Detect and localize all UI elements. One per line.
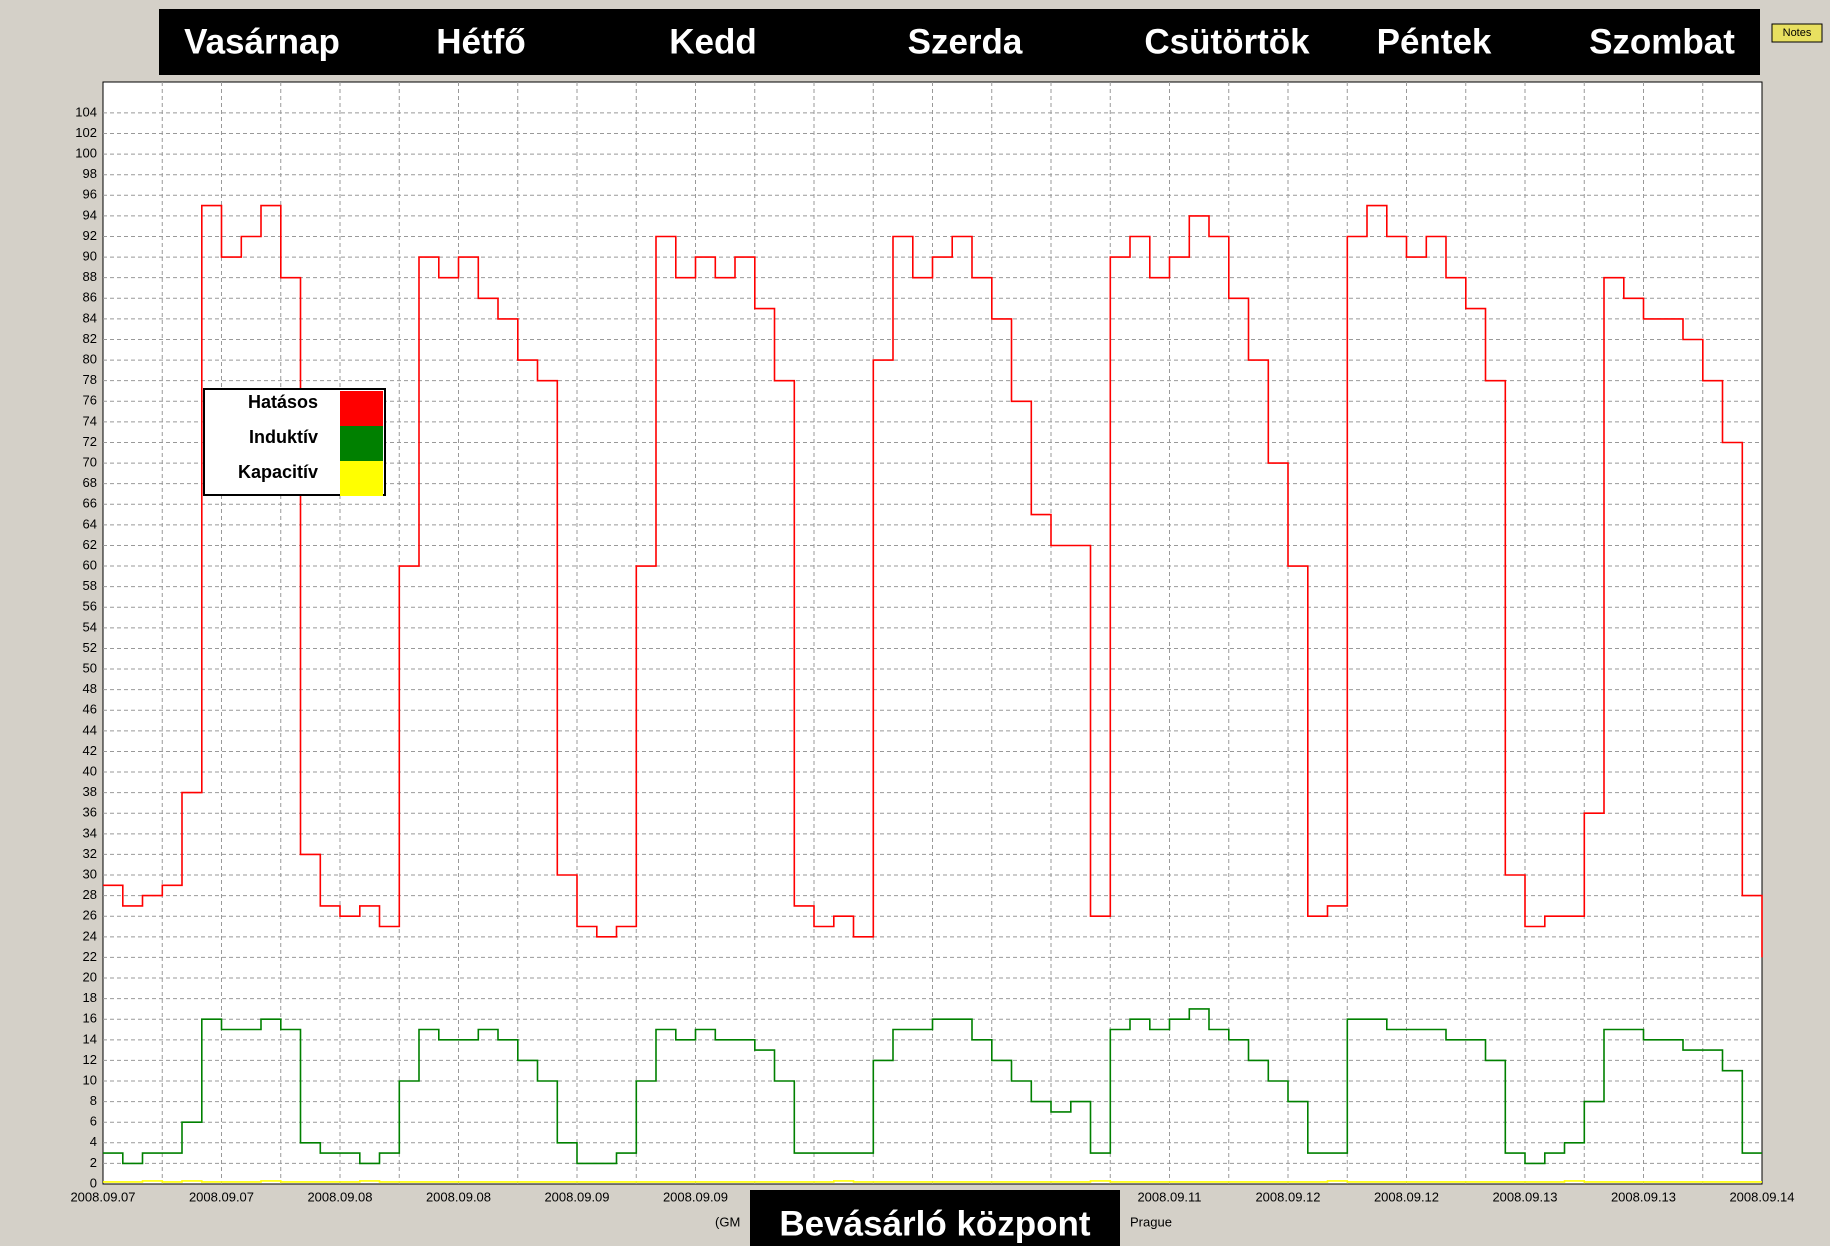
y-tick-label: 82 bbox=[83, 331, 97, 346]
x-tick-label: 2008.09.09 bbox=[544, 1189, 609, 1204]
axis-note: (GM bbox=[715, 1214, 740, 1229]
y-tick-label: 22 bbox=[83, 949, 97, 964]
chart-title: Bevásárló központ bbox=[779, 1204, 1091, 1243]
y-tick-label: 84 bbox=[83, 310, 97, 325]
y-tick-label: 28 bbox=[83, 887, 97, 902]
x-tick-label: 2008.09.09 bbox=[663, 1189, 728, 1204]
y-tick-label: 20 bbox=[83, 969, 97, 984]
legend-label: Kapacitív bbox=[238, 462, 318, 482]
y-tick-label: 62 bbox=[83, 537, 97, 552]
y-tick-label: 88 bbox=[83, 269, 97, 284]
y-tick-label: 102 bbox=[75, 125, 97, 140]
notes-button[interactable] bbox=[1771, 23, 1823, 43]
x-tick-label: 2008.09.07 bbox=[189, 1189, 254, 1204]
y-tick-label: 72 bbox=[83, 434, 97, 449]
y-tick-label: 48 bbox=[83, 681, 97, 696]
y-tick-label: 100 bbox=[75, 146, 97, 161]
y-tick-label: 26 bbox=[83, 908, 97, 923]
y-tick-label: 56 bbox=[83, 599, 97, 614]
y-tick-label: 74 bbox=[83, 413, 97, 428]
y-tick-label: 4 bbox=[90, 1134, 97, 1149]
y-tick-label: 60 bbox=[83, 557, 97, 572]
day-label: Hétfő bbox=[436, 22, 525, 61]
day-label: Szombat bbox=[1589, 22, 1735, 61]
day-label: Péntek bbox=[1377, 22, 1492, 61]
y-tick-label: 30 bbox=[83, 866, 97, 881]
y-tick-label: 52 bbox=[83, 640, 97, 655]
series-line bbox=[103, 204, 1763, 958]
y-tick-label: 24 bbox=[83, 928, 97, 943]
y-tick-label: 36 bbox=[83, 805, 97, 820]
day-label: Szerda bbox=[908, 22, 1023, 61]
y-tick-label: 6 bbox=[90, 1114, 97, 1129]
x-tick-label: 2008.09.14 bbox=[1729, 1189, 1794, 1204]
y-tick-label: 46 bbox=[83, 702, 97, 717]
y-tick-label: 86 bbox=[83, 290, 97, 305]
y-tick-label: 68 bbox=[83, 475, 97, 490]
y-tick-label: 16 bbox=[83, 1011, 97, 1026]
y-tick-label: 58 bbox=[83, 578, 97, 593]
y-tick-label: 38 bbox=[83, 784, 97, 799]
y-tick-label: 2 bbox=[90, 1155, 97, 1170]
y-tick-label: 92 bbox=[83, 228, 97, 243]
y-tick-label: 80 bbox=[83, 352, 97, 367]
notes-label[interactable]: Notes bbox=[1783, 27, 1812, 39]
legend-label: Induktív bbox=[249, 427, 318, 447]
y-tick-label: 96 bbox=[83, 187, 97, 202]
title-box bbox=[750, 1190, 1120, 1246]
y-tick-label: 78 bbox=[83, 372, 97, 387]
y-tick-label: 42 bbox=[83, 743, 97, 758]
y-tick-label: 14 bbox=[83, 1031, 97, 1046]
day-label: Kedd bbox=[669, 22, 757, 61]
x-tick-label: 2008.09.12 bbox=[1255, 1189, 1320, 1204]
y-tick-label: 18 bbox=[83, 990, 97, 1005]
day-label: Csütörtök bbox=[1144, 22, 1310, 61]
header-bar bbox=[159, 9, 1760, 75]
legend-swatch bbox=[340, 461, 383, 496]
y-tick-label: 10 bbox=[83, 1072, 97, 1087]
day-label: Vasárnap bbox=[184, 22, 340, 61]
y-tick-label: 94 bbox=[83, 207, 97, 222]
x-tick-label: 2008.09.08 bbox=[307, 1189, 372, 1204]
y-tick-label: 64 bbox=[83, 516, 97, 531]
y-tick-label: 8 bbox=[90, 1093, 97, 1108]
y-tick-label: 90 bbox=[83, 249, 97, 264]
y-tick-label: 98 bbox=[83, 166, 97, 181]
y-tick-label: 50 bbox=[83, 660, 97, 675]
y-tick-label: 66 bbox=[83, 496, 97, 511]
y-tick-label: 44 bbox=[83, 722, 97, 737]
legend-swatch bbox=[340, 426, 383, 461]
x-tick-label: 2008.09.13 bbox=[1492, 1189, 1557, 1204]
y-tick-label: 70 bbox=[83, 455, 97, 470]
y-tick-label: 12 bbox=[83, 1052, 97, 1067]
y-tick-label: 40 bbox=[83, 763, 97, 778]
series-line bbox=[103, 1008, 1762, 1165]
y-tick-label: 34 bbox=[83, 825, 97, 840]
series-line bbox=[103, 1180, 1762, 1183]
x-tick-label: 2008.09.13 bbox=[1611, 1189, 1676, 1204]
legend-swatch bbox=[340, 391, 383, 426]
legend-label: Hatásos bbox=[248, 392, 318, 412]
y-tick-label: 76 bbox=[83, 393, 97, 408]
x-tick-label: 2008.09.11 bbox=[1137, 1189, 1201, 1204]
x-tick-label: 2008.09.12 bbox=[1374, 1189, 1439, 1204]
y-tick-label: 32 bbox=[83, 846, 97, 861]
axis-note: Prague bbox=[1130, 1214, 1172, 1229]
x-tick-label: 2008.09.07 bbox=[70, 1189, 135, 1204]
y-tick-label: 54 bbox=[83, 619, 97, 634]
x-tick-label: 2008.09.08 bbox=[426, 1189, 491, 1204]
y-tick-label: 104 bbox=[75, 104, 97, 119]
y-tick-label: 0 bbox=[90, 1175, 97, 1190]
